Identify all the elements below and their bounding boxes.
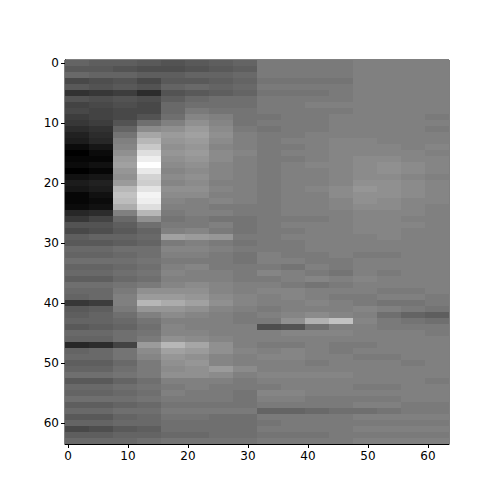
svg-text:10: 10	[120, 449, 135, 463]
svg-text:40: 40	[44, 296, 59, 310]
svg-text:30: 30	[44, 236, 59, 250]
svg-text:0: 0	[51, 56, 59, 70]
svg-text:0: 0	[64, 449, 72, 463]
svg-text:20: 20	[180, 449, 195, 463]
svg-text:60: 60	[420, 449, 435, 463]
svg-text:10: 10	[44, 116, 59, 130]
svg-text:30: 30	[240, 449, 255, 463]
svg-text:40: 40	[300, 449, 315, 463]
svg-text:50: 50	[360, 449, 375, 463]
svg-text:60: 60	[44, 416, 59, 430]
svg-text:50: 50	[44, 356, 59, 370]
svg-text:20: 20	[44, 176, 59, 190]
